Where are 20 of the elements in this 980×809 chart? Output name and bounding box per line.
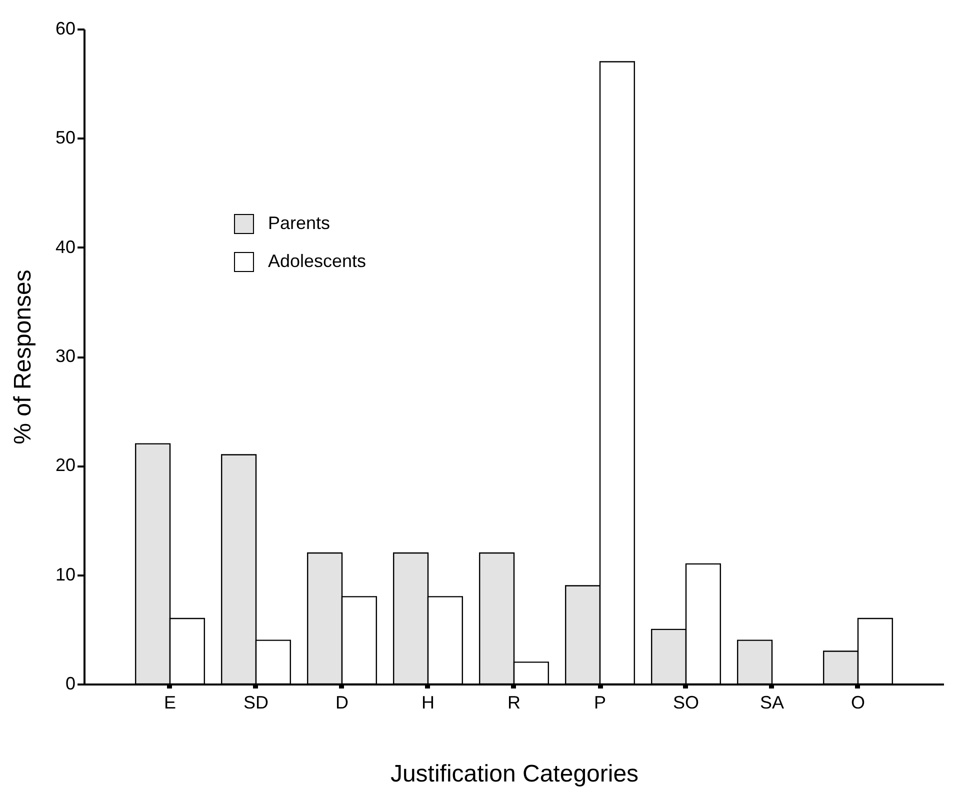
- x-tick-label: SA: [760, 692, 784, 712]
- y-tick-label: 60: [55, 18, 76, 38]
- x-tick-label: SO: [672, 692, 700, 712]
- x-tick-label: O: [850, 692, 866, 712]
- x-tick-label: R: [508, 692, 520, 712]
- x-tick-label: H: [422, 692, 434, 712]
- x-tick-label: P: [594, 692, 606, 712]
- y-axis-title: % of Responses: [9, 270, 36, 444]
- y-tick-label: 30: [55, 346, 76, 366]
- y-tick-label: 10: [55, 564, 76, 584]
- x-axis-title: Justification Categories: [390, 760, 639, 788]
- x-tick-label: SD: [243, 692, 269, 712]
- x-tick-label: E: [164, 692, 176, 712]
- y-tick-label: 40: [55, 236, 76, 257]
- legend-label: Adolescents: [268, 251, 366, 271]
- legend-label: Parents: [268, 213, 330, 233]
- y-tick-label: 50: [55, 128, 76, 148]
- x-tick-label: D: [336, 692, 348, 712]
- y-tick-label: 20: [55, 455, 76, 476]
- y-tick-label: 0: [65, 674, 76, 694]
